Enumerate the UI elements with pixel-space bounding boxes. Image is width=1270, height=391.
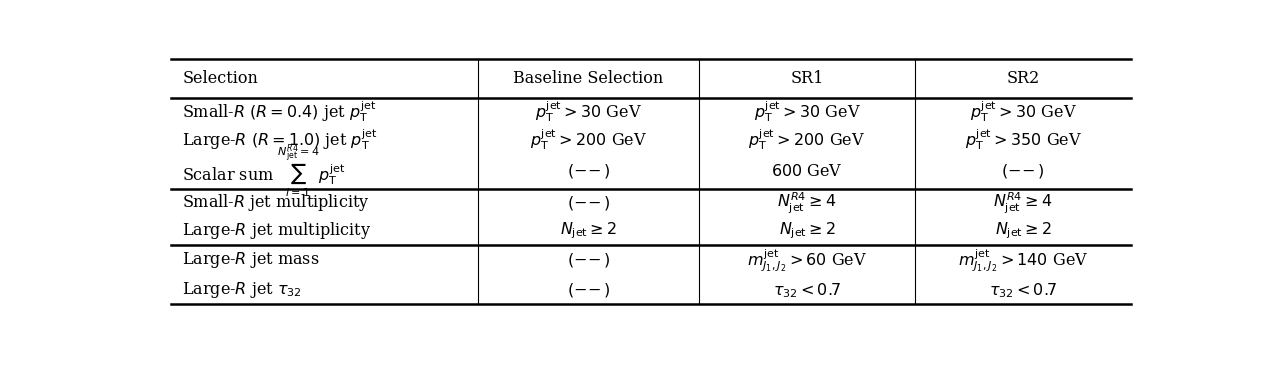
Text: $N_\mathrm{jet}^{R4} \geq 4$: $N_\mathrm{jet}^{R4} \geq 4$ — [777, 190, 837, 215]
Text: Large-$R$ $(R=1.0)$ jet $p_\mathrm{T}^\mathrm{jet}$: Large-$R$ $(R=1.0)$ jet $p_\mathrm{T}^\m… — [183, 127, 378, 152]
Text: Baseline Selection: Baseline Selection — [513, 70, 663, 87]
Text: SR1: SR1 — [790, 70, 824, 87]
Text: $\tau_{32} < 0.7$: $\tau_{32} < 0.7$ — [989, 281, 1058, 300]
Text: $p_\mathrm{T}^\mathrm{jet} > 200$ GeV: $p_\mathrm{T}^\mathrm{jet} > 200$ GeV — [748, 127, 866, 152]
Text: $N_\mathrm{jet}^{R4} \geq 4$: $N_\mathrm{jet}^{R4} \geq 4$ — [993, 190, 1053, 215]
Text: $\tau_{32} < 0.7$: $\tau_{32} < 0.7$ — [772, 281, 841, 300]
Text: $N_\mathrm{jet} \geq 2$: $N_\mathrm{jet} \geq 2$ — [994, 221, 1052, 241]
Text: Small-$R$ $(R=0.4)$ jet $p_\mathrm{T}^\mathrm{jet}$: Small-$R$ $(R=0.4)$ jet $p_\mathrm{T}^\m… — [183, 99, 377, 124]
Text: Large-$R$ jet multiplicity: Large-$R$ jet multiplicity — [183, 220, 372, 241]
Text: $(-\!-)$: $(-\!-)$ — [566, 251, 610, 269]
Text: Large-$R$ jet mass: Large-$R$ jet mass — [183, 251, 320, 271]
Text: $(-\!-)$: $(-\!-)$ — [566, 194, 610, 212]
Text: Large-$R$ jet $\tau_{32}$: Large-$R$ jet $\tau_{32}$ — [183, 280, 302, 300]
Text: $(-\!-)$: $(-\!-)$ — [1001, 162, 1045, 180]
Text: $p_\mathrm{T}^\mathrm{jet} > 30$ GeV: $p_\mathrm{T}^\mathrm{jet} > 30$ GeV — [970, 99, 1077, 124]
Text: $p_\mathrm{T}^\mathrm{jet} > 350$ GeV: $p_\mathrm{T}^\mathrm{jet} > 350$ GeV — [965, 127, 1082, 152]
Text: $p_\mathrm{T}^\mathrm{jet} > 30$ GeV: $p_\mathrm{T}^\mathrm{jet} > 30$ GeV — [753, 99, 861, 124]
Text: Scalar sum $\sum_{i=1}^{N_\mathrm{jet}^{R4}=4} p_\mathrm{T}^\mathrm{jet}$: Scalar sum $\sum_{i=1}^{N_\mathrm{jet}^{… — [183, 142, 345, 200]
Text: $N_\mathrm{jet} \geq 2$: $N_\mathrm{jet} \geq 2$ — [560, 221, 617, 241]
Text: $(-\!-)$: $(-\!-)$ — [566, 162, 610, 180]
Text: Selection: Selection — [183, 70, 258, 87]
Text: $m_{J_1,J_2}^\mathrm{jet} > 140$ GeV: $m_{J_1,J_2}^\mathrm{jet} > 140$ GeV — [958, 247, 1088, 274]
Text: $p_\mathrm{T}^\mathrm{jet} > 30$ GeV: $p_\mathrm{T}^\mathrm{jet} > 30$ GeV — [535, 99, 641, 124]
Text: $N_\mathrm{jet} \geq 2$: $N_\mathrm{jet} \geq 2$ — [779, 221, 836, 241]
Text: $m_{J_1,J_2}^\mathrm{jet} > 60$ GeV: $m_{J_1,J_2}^\mathrm{jet} > 60$ GeV — [747, 247, 867, 274]
Text: $600$ GeV: $600$ GeV — [771, 163, 843, 179]
Text: $p_\mathrm{T}^\mathrm{jet} > 200$ GeV: $p_\mathrm{T}^\mathrm{jet} > 200$ GeV — [530, 127, 646, 152]
Text: Small-$R$ jet multiplicity: Small-$R$ jet multiplicity — [183, 192, 370, 213]
Text: $(-\!-)$: $(-\!-)$ — [566, 281, 610, 299]
Text: SR2: SR2 — [1007, 70, 1040, 87]
